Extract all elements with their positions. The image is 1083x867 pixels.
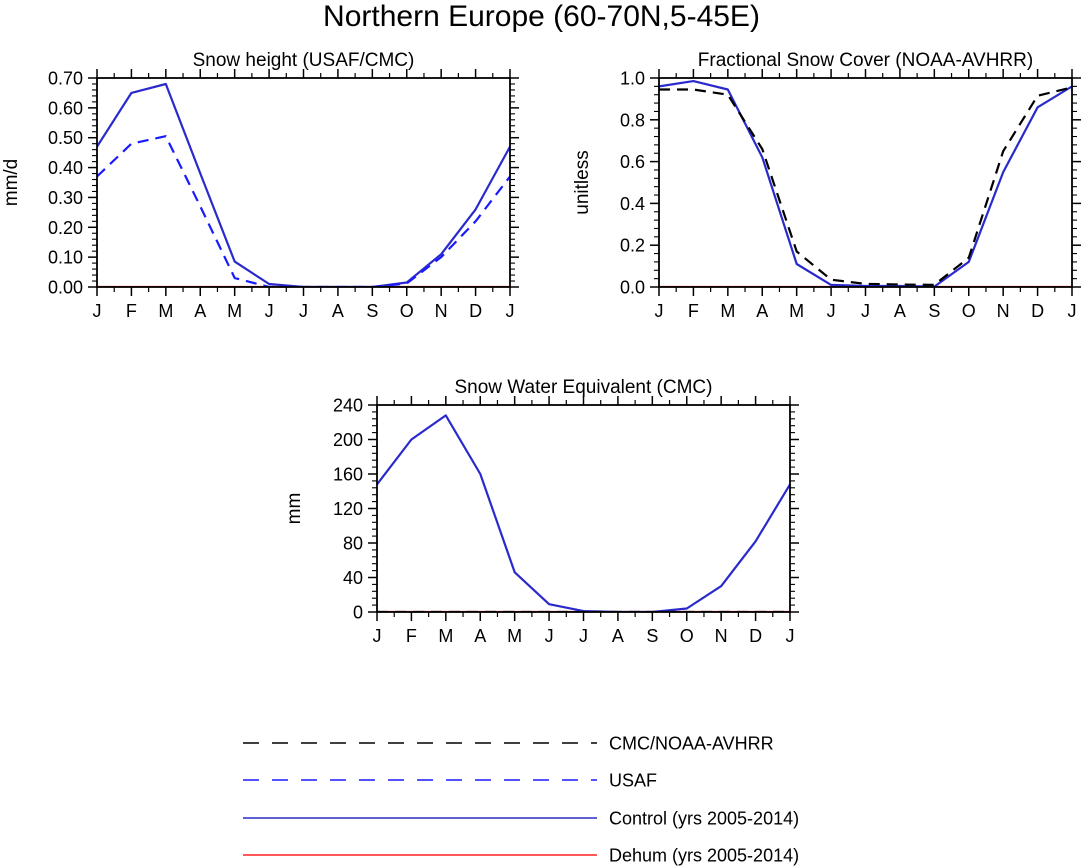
y-tick-label: 0.60 [48,98,83,118]
series-line-control [377,414,790,612]
y-tick-label: 0.30 [48,188,83,208]
y-tick-label: 1.0 [620,69,645,89]
x-tick-label: J [786,626,795,646]
y-tick-label: 240 [333,396,363,416]
y-tick-label: 0.2 [620,236,645,256]
x-tick-label: M [438,626,453,646]
series-line-control [659,79,1072,287]
x-tick-label: M [720,301,735,321]
x-tick-label: D [469,301,482,321]
y-tick-label: 0.8 [620,110,645,130]
x-tick-label: N [997,301,1010,321]
x-tick-label: A [612,626,624,646]
plot-frame [96,77,511,288]
x-tick-label: D [749,626,762,646]
x-tick-label: J [373,626,382,646]
x-tick-label: J [861,301,870,321]
x-tick-label: M [227,301,242,321]
y-axis-label: unitless [572,150,593,214]
y-tick-label: 0.6 [620,152,645,172]
x-tick-label: J [299,301,308,321]
x-tick-label: A [756,301,768,321]
y-axis-label: mm/d [1,159,22,207]
series-group [659,79,1072,287]
x-tick-label: M [789,301,804,321]
y-axis-label: mm [284,493,305,525]
y-tick-label: 160 [333,465,363,485]
x-tick-label: A [474,626,486,646]
x-tick-label: N [715,626,728,646]
x-tick-label: J [579,626,588,646]
plot-frame [376,404,791,613]
y-tick-label: 0.00 [48,278,83,298]
panel-title: Snow Water Equivalent (CMC) [455,377,713,398]
x-tick-label: J [93,301,102,321]
legend-label: CMC/NOAA-AVHRR [609,734,774,754]
y-tick-label: 0.4 [620,194,645,214]
x-tick-label: A [894,301,906,321]
x-tick-label: F [688,301,699,321]
chart-panel-3: Snow Water Equivalent (CMC) J F M A M J J A S O N D J… [284,377,799,646]
y-tick-label: 0.10 [48,248,83,268]
series-line-obs [659,86,1072,286]
y-tick-label: 0 [353,603,363,623]
x-tick-label: O [962,301,976,321]
x-tick-label: M [158,301,173,321]
x-tick-label: A [332,301,344,321]
series-group [97,82,510,287]
y-tick-label: 0.70 [48,69,83,89]
x-tick-label: F [126,301,137,321]
x-tick-label: D [1031,301,1044,321]
x-tick-label: F [406,626,417,646]
chart-panel-2: Fractional Snow Cover (NOAA-AVHRR) J F M A M J… [572,50,1081,321]
x-tick-label: J [827,301,836,321]
series-line-usaf [97,135,510,287]
x-tick-label: O [680,626,694,646]
series-group [377,414,790,612]
figure-title: Northern Europe (60-70N,5-45E) [323,0,760,33]
x-tick-label: M [507,626,522,646]
x-tick-label: S [366,301,378,321]
y-tick-label: 0.0 [620,278,645,298]
x-tick-label: S [646,626,658,646]
legend-label: Control (yrs 2005-2014) [609,809,799,829]
x-tick-label: J [655,301,664,321]
x-tick-label: J [506,301,515,321]
x-tick-label: N [435,301,448,321]
chart-panel-1: Snow height (USAF/CMC) J F M A M J J A S O N D J 0.00 0… [1,50,519,321]
x-tick-label: J [545,626,554,646]
series-line-control [97,82,510,287]
plot-frame [658,77,1073,288]
y-tick-label: 0.40 [48,158,83,178]
y-tick-label: 40 [343,568,363,588]
y-tick-label: 80 [343,534,363,554]
panel-title: Fractional Snow Cover (NOAA-AVHRR) [698,50,1033,71]
legend-label: Dehum (yrs 2005-2014) [609,846,799,866]
x-tick-label: A [194,301,206,321]
y-tick-label: 0.20 [48,218,83,238]
legend-label: USAF [609,771,657,791]
y-tick-label: 0.50 [48,128,83,148]
y-tick-label: 200 [333,430,363,450]
panel-title: Snow height (USAF/CMC) [193,50,415,71]
x-tick-label: S [928,301,940,321]
x-tick-label: J [265,301,274,321]
x-tick-label: O [400,301,414,321]
y-tick-label: 120 [333,499,363,519]
x-tick-label: J [1068,301,1077,321]
legend: CMC/NOAA-AVHRR USAF Control (yrs 2005-2014… [243,734,799,866]
